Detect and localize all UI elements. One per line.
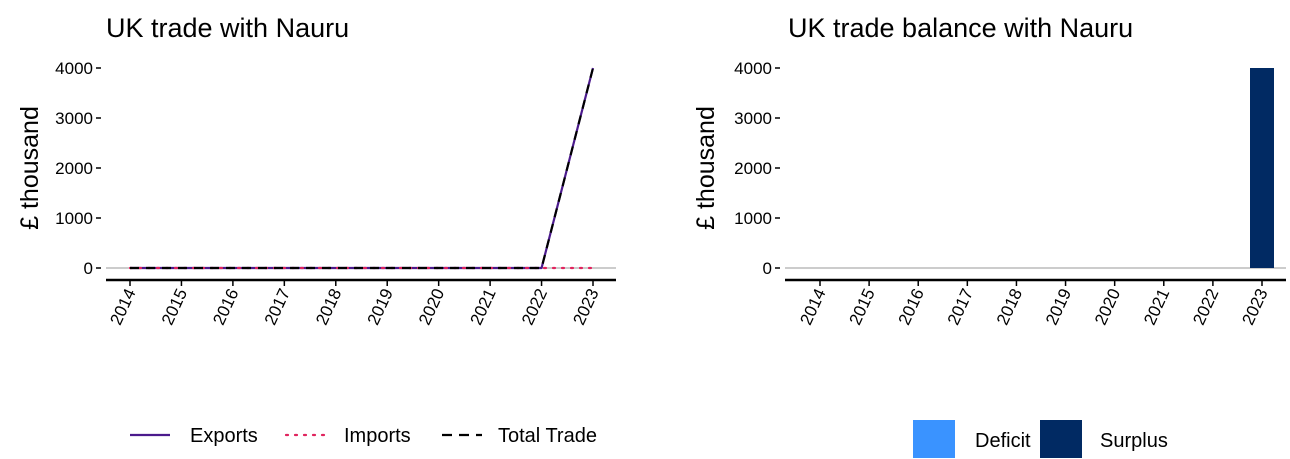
x-tick-label: 2014	[796, 286, 829, 328]
series-line-total-trade	[130, 67, 595, 270]
legend-label: Exports	[190, 425, 258, 447]
y-tick-label: 1000	[734, 209, 772, 228]
x-tick-label: 2016	[895, 286, 928, 328]
x-tick-label: 2017	[944, 286, 977, 328]
x-tick-label: 2022	[518, 286, 551, 328]
x-tick-label: 2020	[415, 286, 448, 328]
line-chart-y-axis-label: £ thousand	[16, 106, 44, 230]
legend-swatch-surplus	[1040, 420, 1082, 458]
legend-label: Imports	[344, 425, 411, 447]
y-tick-label: 0	[763, 259, 772, 278]
x-tick-label: 2023	[1238, 286, 1271, 328]
x-tick-label: 2015	[158, 286, 191, 328]
x-tick-label: 2019	[364, 286, 397, 328]
bar-chart-y-axis-label: £ thousand	[692, 106, 720, 230]
x-tick-label: 2021	[467, 286, 500, 328]
line-chart-plot-area: 0 1000 2000 3000 4000 2014 2015 2016 2017 2018 201…	[55, 59, 616, 328]
x-tick-label: 2019	[1042, 286, 1075, 328]
line-chart-title: UK trade with Nauru	[106, 13, 349, 43]
x-tick-label: 2015	[846, 286, 879, 328]
legend-label: Deficit	[975, 430, 1031, 452]
y-tick-label: 3000	[55, 109, 93, 128]
x-tick-label: 2017	[261, 286, 294, 328]
x-tick-label: 2016	[209, 286, 242, 328]
line-chart-legend: Exports Imports Total Trade	[130, 425, 597, 447]
x-tick-label: 2022	[1189, 286, 1222, 328]
x-tick-label: 2018	[312, 286, 345, 328]
line-chart: UK trade with Nauru £ thousand 0 1000 2000…	[16, 13, 616, 447]
y-tick-label: 3000	[734, 109, 772, 128]
bar-chart: UK trade balance with Nauru £ thousand 0…	[692, 13, 1286, 458]
y-tick-label: 1000	[55, 209, 93, 228]
y-tick-label: 2000	[734, 159, 772, 178]
bar-chart-plot-area: 0 1000 2000 3000 4000 2014 2015 2016 2017 2018 201…	[734, 59, 1286, 328]
series-line-exports	[130, 67, 595, 270]
legend-label: Total Trade	[498, 425, 597, 447]
y-tick-label: 4000	[55, 59, 93, 78]
bar-chart-legend: Deficit Surplus	[913, 420, 1168, 458]
bar-chart-title: UK trade balance with Nauru	[788, 13, 1133, 43]
legend-swatch-deficit	[913, 420, 955, 458]
y-tick-label: 2000	[55, 159, 93, 178]
y-tick-label: 4000	[734, 59, 772, 78]
x-tick-label: 2018	[993, 286, 1026, 328]
x-tick-label: 2023	[569, 286, 602, 328]
legend-label: Surplus	[1100, 430, 1168, 452]
bar	[1250, 68, 1274, 268]
x-tick-label: 2021	[1140, 286, 1173, 328]
x-tick-label: 2020	[1091, 286, 1124, 328]
x-tick-label: 2014	[106, 286, 139, 328]
y-tick-label: 0	[84, 259, 93, 278]
